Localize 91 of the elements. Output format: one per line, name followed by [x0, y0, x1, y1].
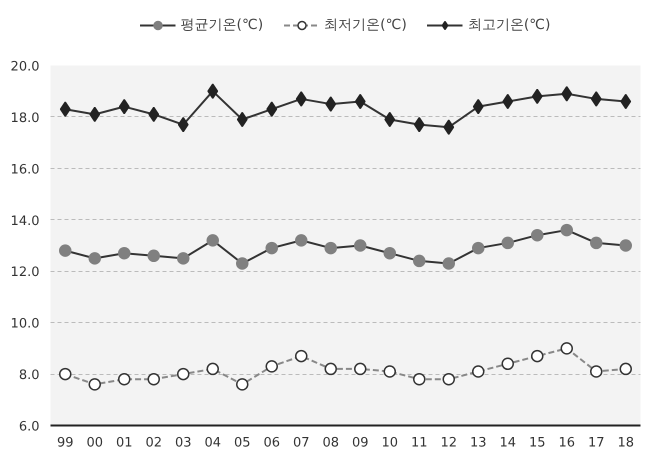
point — [296, 91, 307, 107]
point — [118, 372, 130, 386]
y-tick-label: 18.0 — [10, 110, 40, 126]
point — [207, 83, 218, 99]
point — [89, 106, 100, 122]
point — [88, 378, 101, 391]
point — [118, 98, 130, 114]
y-tick-label: 12.0 — [10, 265, 40, 280]
point — [148, 372, 160, 386]
point — [472, 98, 484, 114]
point — [325, 96, 336, 112]
point — [178, 116, 189, 132]
point — [118, 246, 130, 260]
point — [384, 112, 396, 128]
legend-label: 최고기온(℃) — [468, 16, 550, 34]
point — [177, 252, 190, 265]
point — [206, 234, 219, 247]
point — [443, 119, 454, 135]
legend-label: 최저기온(℃) — [324, 16, 407, 34]
point — [502, 94, 514, 110]
y-tick-label: 16.0 — [10, 162, 40, 178]
x-tick-label: 11 — [410, 436, 428, 450]
x-tick-label: 99 — [56, 436, 74, 450]
x-tick-label: 01 — [116, 436, 133, 450]
point — [561, 86, 572, 102]
point — [295, 350, 308, 362]
point — [236, 378, 248, 391]
point — [442, 372, 455, 386]
point — [442, 257, 455, 270]
x-tick-label: 03 — [174, 436, 192, 450]
y-tick-label: 6.0 — [18, 420, 40, 434]
point — [472, 365, 484, 378]
y-tick-label: 8.0 — [18, 368, 40, 384]
point — [560, 342, 573, 355]
point — [354, 239, 366, 252]
legend-label: 평균기온(℃) — [180, 16, 264, 34]
point — [384, 365, 396, 378]
x-tick-label: 14 — [499, 436, 516, 450]
point — [590, 91, 602, 107]
y-tick-label: 14.0 — [10, 214, 40, 229]
point — [354, 94, 366, 110]
x-tick-label: 12 — [440, 436, 458, 450]
point — [148, 106, 160, 122]
y-tick-label: 10.0 — [10, 316, 40, 332]
x-tick-label: 06 — [263, 436, 280, 450]
point — [531, 350, 544, 362]
x-tick-label: 13 — [470, 436, 487, 450]
point — [414, 116, 425, 132]
point — [502, 358, 514, 370]
point — [266, 360, 278, 373]
point — [620, 239, 632, 252]
point — [324, 362, 337, 376]
x-tick-label: 04 — [204, 436, 222, 450]
point — [620, 94, 632, 110]
point — [59, 244, 72, 257]
x-tick-label: 02 — [145, 436, 162, 450]
x-tick-label: 08 — [322, 436, 340, 450]
point — [177, 368, 190, 380]
point — [295, 234, 308, 247]
point — [324, 242, 337, 254]
x-tick-label: 07 — [292, 436, 310, 450]
point — [206, 362, 219, 376]
x-tick-label: 17 — [588, 436, 605, 450]
point — [590, 365, 602, 378]
y-tick-label: 20.0 — [10, 60, 40, 74]
point — [620, 362, 632, 376]
point — [531, 228, 544, 242]
point — [60, 101, 71, 117]
point — [413, 254, 426, 268]
x-tick-label: 05 — [234, 436, 251, 450]
x-tick-label: 00 — [86, 436, 104, 450]
point — [236, 257, 248, 270]
point — [590, 236, 602, 250]
point — [266, 101, 278, 117]
point — [354, 362, 366, 376]
point — [88, 252, 101, 265]
point — [532, 88, 543, 104]
point — [472, 242, 484, 254]
point — [502, 236, 514, 250]
point — [384, 246, 396, 260]
x-tick-label: 18 — [617, 436, 634, 450]
point — [148, 250, 160, 262]
point — [236, 112, 248, 128]
point — [266, 242, 278, 254]
x-tick-label: 09 — [352, 436, 369, 450]
x-tick-label: 15 — [528, 436, 546, 450]
point — [413, 372, 426, 386]
point — [560, 224, 573, 236]
x-tick-label: 10 — [381, 436, 398, 450]
x-tick-label: 16 — [558, 436, 576, 450]
point — [59, 368, 72, 380]
